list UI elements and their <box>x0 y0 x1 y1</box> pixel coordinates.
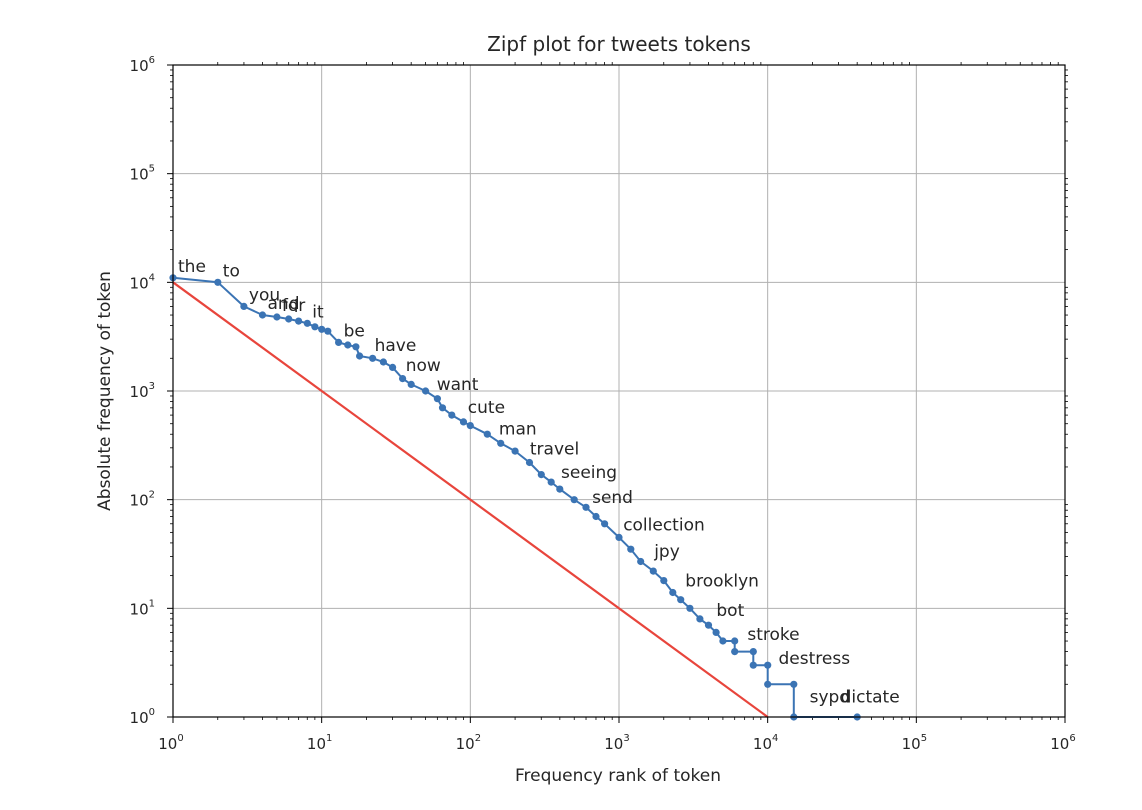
word-label: you <box>249 285 280 305</box>
data-point <box>399 375 407 383</box>
data-point <box>601 520 609 528</box>
data-point <box>335 338 343 346</box>
data-point <box>749 648 757 656</box>
data-point <box>466 422 474 430</box>
word-label: sypd <box>810 687 851 707</box>
word-label: have <box>375 336 417 356</box>
data-point <box>389 363 397 371</box>
data-point <box>324 327 332 335</box>
word-label: be <box>344 321 365 341</box>
data-point <box>686 604 694 612</box>
y-axis-title: Absolute frequency of token <box>95 271 115 511</box>
data-point <box>214 278 222 286</box>
word-label: collection <box>623 515 705 535</box>
data-point <box>303 319 311 327</box>
data-point <box>627 545 635 553</box>
data-point <box>295 317 303 325</box>
data-point <box>719 637 727 645</box>
word-label: jpy <box>653 542 680 562</box>
word-label: dictate <box>841 687 900 707</box>
data-point <box>696 615 704 623</box>
data-point <box>240 302 248 310</box>
word-label: seeing <box>561 463 617 483</box>
chart-title: Zipf plot for tweets tokens <box>487 32 751 56</box>
data-point <box>318 325 326 333</box>
data-point <box>764 680 772 688</box>
data-point <box>422 387 430 395</box>
data-point <box>731 637 739 645</box>
data-point <box>448 411 456 419</box>
word-label: to <box>223 261 240 281</box>
data-point <box>356 352 364 360</box>
data-point <box>592 512 600 521</box>
data-point <box>459 418 468 426</box>
word-label: cute <box>468 398 505 418</box>
word-label: destress <box>779 649 851 669</box>
data-point <box>764 661 772 669</box>
data-point <box>570 496 578 504</box>
data-point <box>433 395 441 403</box>
data-point <box>379 358 387 366</box>
data-point <box>525 458 534 467</box>
data-point <box>790 680 798 688</box>
data-point <box>497 439 505 447</box>
data-point <box>285 315 293 323</box>
word-label: bot <box>716 601 744 621</box>
data-point <box>582 503 590 511</box>
data-point <box>483 430 491 438</box>
reference-line <box>172 281 769 718</box>
data-point <box>749 661 757 669</box>
data-point <box>369 354 377 362</box>
data-point <box>407 380 415 388</box>
word-label: and <box>268 294 300 314</box>
data-point <box>677 596 685 604</box>
word-label: i <box>294 297 299 317</box>
series <box>169 274 861 721</box>
word-label: brooklyn <box>685 572 759 592</box>
data-point <box>352 343 360 351</box>
x-tick-label: 105 <box>902 733 927 753</box>
data-point <box>704 621 713 629</box>
word-label: now <box>406 356 441 376</box>
word-label: want <box>437 375 479 395</box>
data-point <box>438 404 447 412</box>
word-label: man <box>499 420 537 440</box>
data-point <box>669 588 677 597</box>
x-axis-title: Frequency rank of token <box>515 766 721 786</box>
data-point <box>258 311 267 319</box>
data-point <box>511 447 519 455</box>
data-point <box>649 567 657 575</box>
word-label: stroke <box>747 625 799 645</box>
data-point <box>556 485 564 493</box>
data-point <box>547 478 555 486</box>
data-point <box>712 628 720 637</box>
data-point <box>731 648 739 656</box>
data-point <box>273 313 281 321</box>
data-point <box>615 533 623 542</box>
data-point <box>311 323 319 331</box>
x-tick-label: 102 <box>456 733 481 753</box>
word-label: the <box>178 257 206 277</box>
data-point <box>537 471 545 479</box>
data-point <box>344 341 352 349</box>
data-point <box>660 577 668 585</box>
data-point <box>637 557 645 566</box>
word-label: send <box>592 488 633 508</box>
word-label: for <box>282 296 305 316</box>
word-label: travel <box>530 439 579 459</box>
word-label: it <box>312 302 324 322</box>
